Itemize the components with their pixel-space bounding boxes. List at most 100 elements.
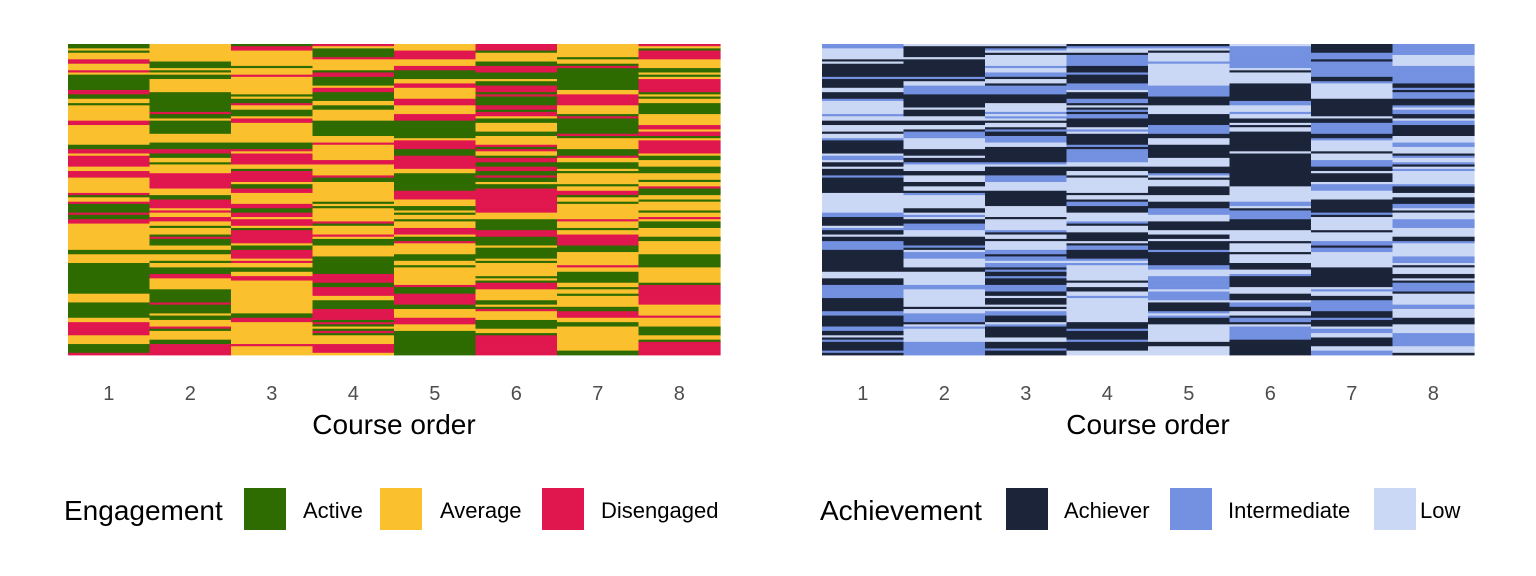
- engagement-heatmap-cell: [68, 54, 151, 58]
- engagement-heatmap-cell: [638, 265, 721, 268]
- engagement-heatmap-cell: [149, 44, 232, 47]
- engagement-heatmap-cell: [475, 256, 558, 260]
- engagement-heatmap-cell: [557, 265, 640, 268]
- achievement-heatmap-cell: [1066, 278, 1149, 281]
- achievement-heatmap-cell: [1148, 44, 1231, 47]
- achievement-heatmap-cell: [1311, 140, 1394, 143]
- achievement-heatmap-cell: [1392, 217, 1475, 220]
- achievement-heatmap-cell: [903, 203, 986, 207]
- achievement-heatmap-cell: [1311, 219, 1394, 222]
- achievement-heatmap-cell: [1392, 94, 1475, 97]
- achievement-heatmap-cell: [1229, 142, 1312, 146]
- achievement-heatmap-cell: [1148, 142, 1231, 146]
- achievement-heatmap-cell: [985, 68, 1068, 71]
- achievement-heatmap-cell: [985, 186, 1068, 189]
- engagement-heatmap-cell: [394, 44, 477, 47]
- achievement-heatmap-cell: [1148, 236, 1231, 240]
- achievement-heatmap-cell: [1066, 83, 1149, 87]
- engagement-heatmap-cell: [557, 278, 640, 281]
- achievement-heatmap-cell: [985, 306, 1068, 310]
- engagement-heatmap-cell: [475, 155, 558, 159]
- engagement-heatmap-cell: [149, 322, 232, 325]
- achievement-heatmap-cell: [1148, 269, 1231, 273]
- engagement-heatmap-cell: [557, 346, 640, 349]
- engagement-heatmap-cell: [475, 201, 558, 205]
- engagement-heatmap-cell: [394, 335, 477, 338]
- engagement-heatmap-cell: [231, 263, 314, 266]
- engagement-heatmap-cell: [394, 48, 477, 51]
- achievement-heatmap-cell: [822, 208, 905, 211]
- engagement-heatmap-cell: [475, 273, 558, 277]
- achievement-heatmap-cell: [985, 98, 1068, 102]
- engagement-heatmap-cell: [149, 311, 232, 314]
- achievement-heatmap-cell: [1392, 256, 1475, 260]
- engagement-heatmap-cell: [68, 188, 151, 192]
- engagement-heatmap-cell: [149, 146, 232, 150]
- engagement-heatmap-cell: [394, 282, 477, 286]
- achievement-heatmap-cell: [985, 311, 1068, 314]
- engagement-heatmap-cell: [312, 245, 395, 249]
- engagement-heatmap-cell: [68, 171, 151, 174]
- achievement-heatmap-cell: [985, 293, 1068, 297]
- achievement-heatmap-cell: [1311, 162, 1394, 165]
- achievement-heatmap-cell: [1392, 54, 1475, 58]
- achievement-heatmap-cell: [1066, 352, 1149, 356]
- achievement-heatmap-cell: [985, 181, 1068, 185]
- achievement-heatmap-cell: [1392, 118, 1475, 122]
- achievement-heatmap-cell: [822, 210, 905, 214]
- achievement-heatmap-cell: [985, 208, 1068, 211]
- engagement-heatmap-cell: [312, 284, 395, 288]
- engagement-heatmap-cell: [557, 217, 640, 220]
- engagement-heatmap-cell: [149, 210, 232, 214]
- achievement-heatmap-cell: [1148, 57, 1231, 60]
- achievement-heatmap-cell: [1066, 131, 1149, 135]
- engagement-heatmap-cell: [149, 144, 232, 148]
- engagement-heatmap-cell: [394, 52, 477, 56]
- engagement-heatmap-cell: [231, 339, 314, 343]
- engagement-heatmap-cell: [68, 265, 151, 268]
- achievement-heatmap-cell: [1066, 295, 1149, 299]
- engagement-heatmap-cell: [557, 173, 640, 176]
- achievement-heatmap-cell: [1392, 276, 1475, 279]
- achievement-heatmap-cell: [1311, 129, 1394, 133]
- engagement-heatmap-cell: [475, 234, 558, 238]
- engagement-heatmap-cell: [394, 131, 477, 135]
- achievement-heatmap-cell: [1229, 92, 1312, 95]
- engagement-heatmap-cell: [68, 210, 151, 214]
- achievement-heatmap-cell: [1392, 335, 1475, 338]
- engagement-heatmap-cell: [68, 61, 151, 65]
- achievement-heatmap-cell: [1392, 179, 1475, 183]
- engagement-heatmap-cell: [231, 346, 314, 349]
- engagement-heatmap-cell: [231, 133, 314, 137]
- achievement-legend: Achievement Achiever Intermediate Low: [820, 488, 1460, 530]
- achievement-heatmap-cell: [1229, 57, 1312, 60]
- achievement-heatmap-cell: [1392, 171, 1475, 174]
- achievement-heatmap-cell: [1311, 65, 1394, 69]
- achievement-heatmap-cell: [1229, 155, 1312, 159]
- engagement-heatmap-cell: [475, 68, 558, 71]
- engagement-heatmap-cell: [638, 234, 721, 238]
- achievement-heatmap-cell: [1148, 94, 1231, 97]
- engagement-heatmap-cell: [638, 328, 721, 332]
- engagement-heatmap-cell: [394, 313, 477, 316]
- achievement-heatmap-cell: [985, 302, 1068, 306]
- achievement-heatmap-cell: [1148, 260, 1231, 264]
- achievement-heatmap-cell: [985, 217, 1068, 220]
- engagement-heatmap-cell: [475, 269, 558, 273]
- achievement-heatmap-cell: [985, 160, 1068, 163]
- achievement-heatmap-cell: [822, 258, 905, 262]
- achievement-heatmap-cell: [903, 153, 986, 157]
- achievement-heatmap-cell: [822, 68, 905, 71]
- achievement-heatmap-cell: [903, 65, 986, 69]
- achievement-heatmap-cell: [1229, 317, 1312, 321]
- achievement-heatmap-cell: [822, 284, 905, 288]
- achievement-heatmap-cell: [1148, 109, 1231, 113]
- engagement-heatmap-cell: [312, 160, 395, 163]
- achievement-heatmap-cell: [1229, 149, 1312, 152]
- engagement-heatmap-cell: [394, 341, 477, 345]
- engagement-heatmap-cell: [475, 212, 558, 216]
- achievement-heatmap-cell: [1392, 278, 1475, 281]
- achievement-heatmap-cell: [985, 317, 1068, 321]
- achievement-heatmap-cell: [1392, 92, 1475, 95]
